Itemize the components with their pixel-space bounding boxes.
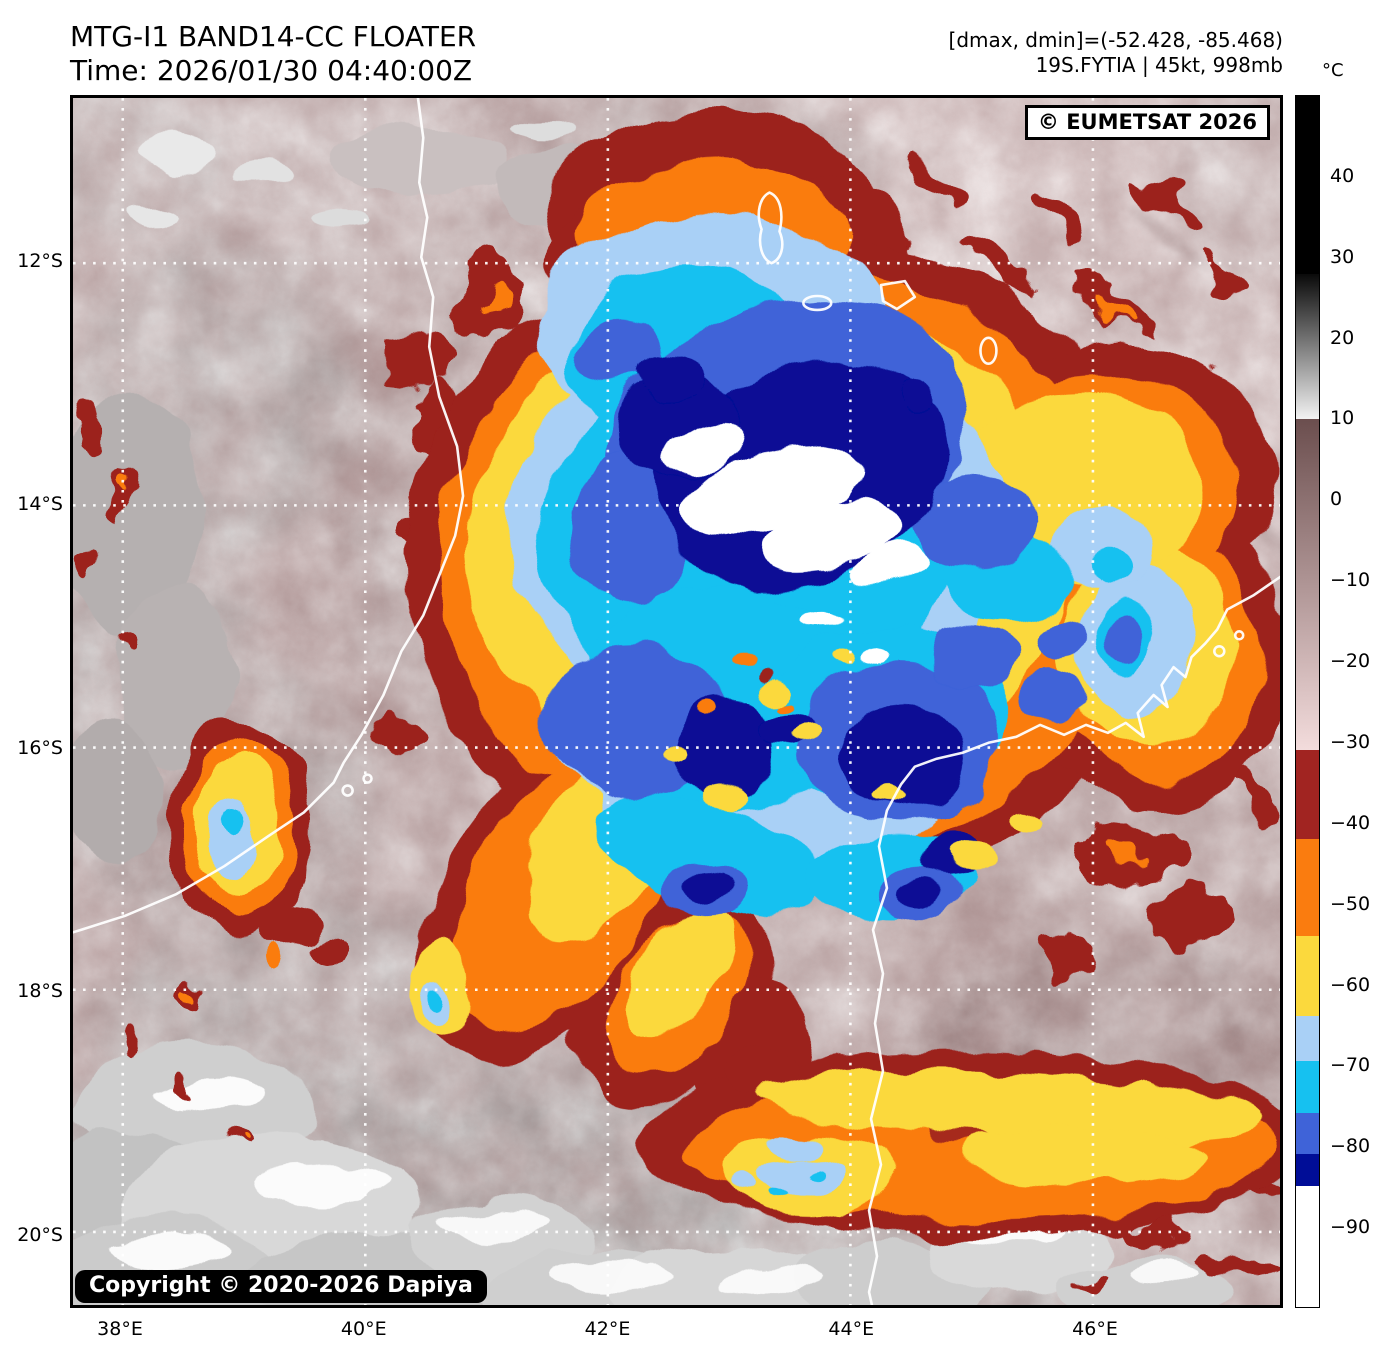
x-axis-tick-label: 40°E bbox=[340, 1318, 387, 1340]
eumetsat-credit-badge: © EUMETSAT 2026 bbox=[1024, 105, 1270, 140]
mozambique-coastline bbox=[73, 98, 465, 934]
mayotte-outline bbox=[979, 336, 998, 365]
colorbar-tick-label: −60 bbox=[1330, 973, 1371, 996]
x-axis-labels: 38°E 40°E 42°E 44°E 46°E bbox=[70, 1318, 1283, 1350]
west-storm-cell bbox=[166, 720, 341, 968]
colorbar-tick-label: 0 bbox=[1330, 488, 1343, 511]
enhancement-white-overshoot bbox=[672, 420, 931, 660]
x-axis-tick-label: 46°E bbox=[1072, 1318, 1118, 1340]
colorbar-tick-label: 10 bbox=[1330, 407, 1355, 430]
colorbar-tick-label: 30 bbox=[1330, 245, 1355, 268]
gridlines bbox=[73, 98, 1280, 1305]
anjouan-outline bbox=[879, 279, 917, 311]
y-axis-labels: 12°S 14°S 16°S 18°S 20°S bbox=[0, 95, 63, 1308]
colorbar-tick-label: −90 bbox=[1330, 1216, 1371, 1239]
colorbar-tick-label: −70 bbox=[1330, 1054, 1371, 1077]
colorbar-segment bbox=[1296, 1153, 1319, 1186]
colorbar-unit-label: °C bbox=[1322, 60, 1344, 81]
colorbar-segment bbox=[1296, 273, 1319, 419]
grande-comore-outline bbox=[757, 191, 784, 265]
colorbar-segment bbox=[1296, 1060, 1319, 1114]
x-axis-tick-label: 44°E bbox=[828, 1318, 875, 1340]
x-axis-tick-label: 42°E bbox=[584, 1318, 631, 1340]
colorbar-tick-label: 40 bbox=[1330, 164, 1355, 187]
colorbar-segment bbox=[1296, 96, 1319, 274]
annotation-block: [dmax, dmin]=(-52.428, -85.468) 19S.FYTI… bbox=[949, 28, 1283, 78]
colorbar-segment bbox=[1296, 935, 1319, 1017]
colorbar-segment bbox=[1296, 1016, 1319, 1061]
y-axis-tick-label: 20°S bbox=[17, 1223, 63, 1246]
colorbar-tick-label: 20 bbox=[1330, 326, 1355, 349]
colorbar-segment bbox=[1296, 838, 1319, 936]
dmax-dmin-label: [dmax, dmin]=(-52.428, -85.468) bbox=[948, 28, 1283, 52]
colorbar-tick-labels: 40 30 20 10 0 −10 −20 −30 −40 −50 −60 −70 −80 −90 bbox=[1330, 95, 1386, 1308]
colorbar-tick-label: −20 bbox=[1330, 650, 1371, 673]
y-axis-tick-label: 18°S bbox=[17, 980, 63, 1003]
colorbar-segment bbox=[1296, 1185, 1319, 1307]
colorbar-tick-label: −40 bbox=[1330, 811, 1371, 834]
cumulus-and-bright-clouds bbox=[73, 107, 1238, 1305]
y-axis-tick-label: 16°S bbox=[17, 736, 63, 759]
colorbar-tick-label: −80 bbox=[1330, 1135, 1371, 1158]
satellite-image bbox=[73, 98, 1280, 1305]
center-warm-flecks bbox=[658, 650, 1051, 871]
madagascar-coastline bbox=[867, 575, 1280, 1305]
colorbar bbox=[1295, 95, 1320, 1308]
copyright-badge: Copyright © 2020-2026 Dapiya bbox=[75, 1270, 487, 1303]
storm-enhancement bbox=[401, 107, 1280, 1238]
colorbar-segment bbox=[1296, 418, 1319, 750]
colorbar-segment bbox=[1296, 749, 1319, 839]
moheli-outline bbox=[802, 294, 833, 312]
title-block: MTG-I1 BAND14-CC FLOATER Time: 2026/01/3… bbox=[70, 20, 476, 88]
coastlines bbox=[73, 98, 1280, 1305]
product-time: Time: 2026/01/30 04:40:00Z bbox=[70, 54, 473, 87]
satellite-map: © EUMETSAT 2026 Copyright © 2020-2026 Da… bbox=[70, 95, 1283, 1308]
y-axis-tick-label: 12°S bbox=[17, 250, 63, 272]
storm-info-label: 19S.FYTIA | 45kt, 998mb bbox=[1035, 53, 1283, 77]
colorbar-tick-label: −30 bbox=[1330, 730, 1371, 753]
y-axis-tick-label: 14°S bbox=[17, 493, 63, 516]
x-axis-tick-label: 38°E bbox=[97, 1318, 143, 1340]
product-title: MTG-I1 BAND14-CC FLOATER bbox=[70, 20, 477, 53]
colorbar-tick-label: −50 bbox=[1330, 892, 1371, 915]
colorbar-tick-label: −10 bbox=[1330, 569, 1371, 592]
colorbar-segment bbox=[1296, 1113, 1319, 1154]
